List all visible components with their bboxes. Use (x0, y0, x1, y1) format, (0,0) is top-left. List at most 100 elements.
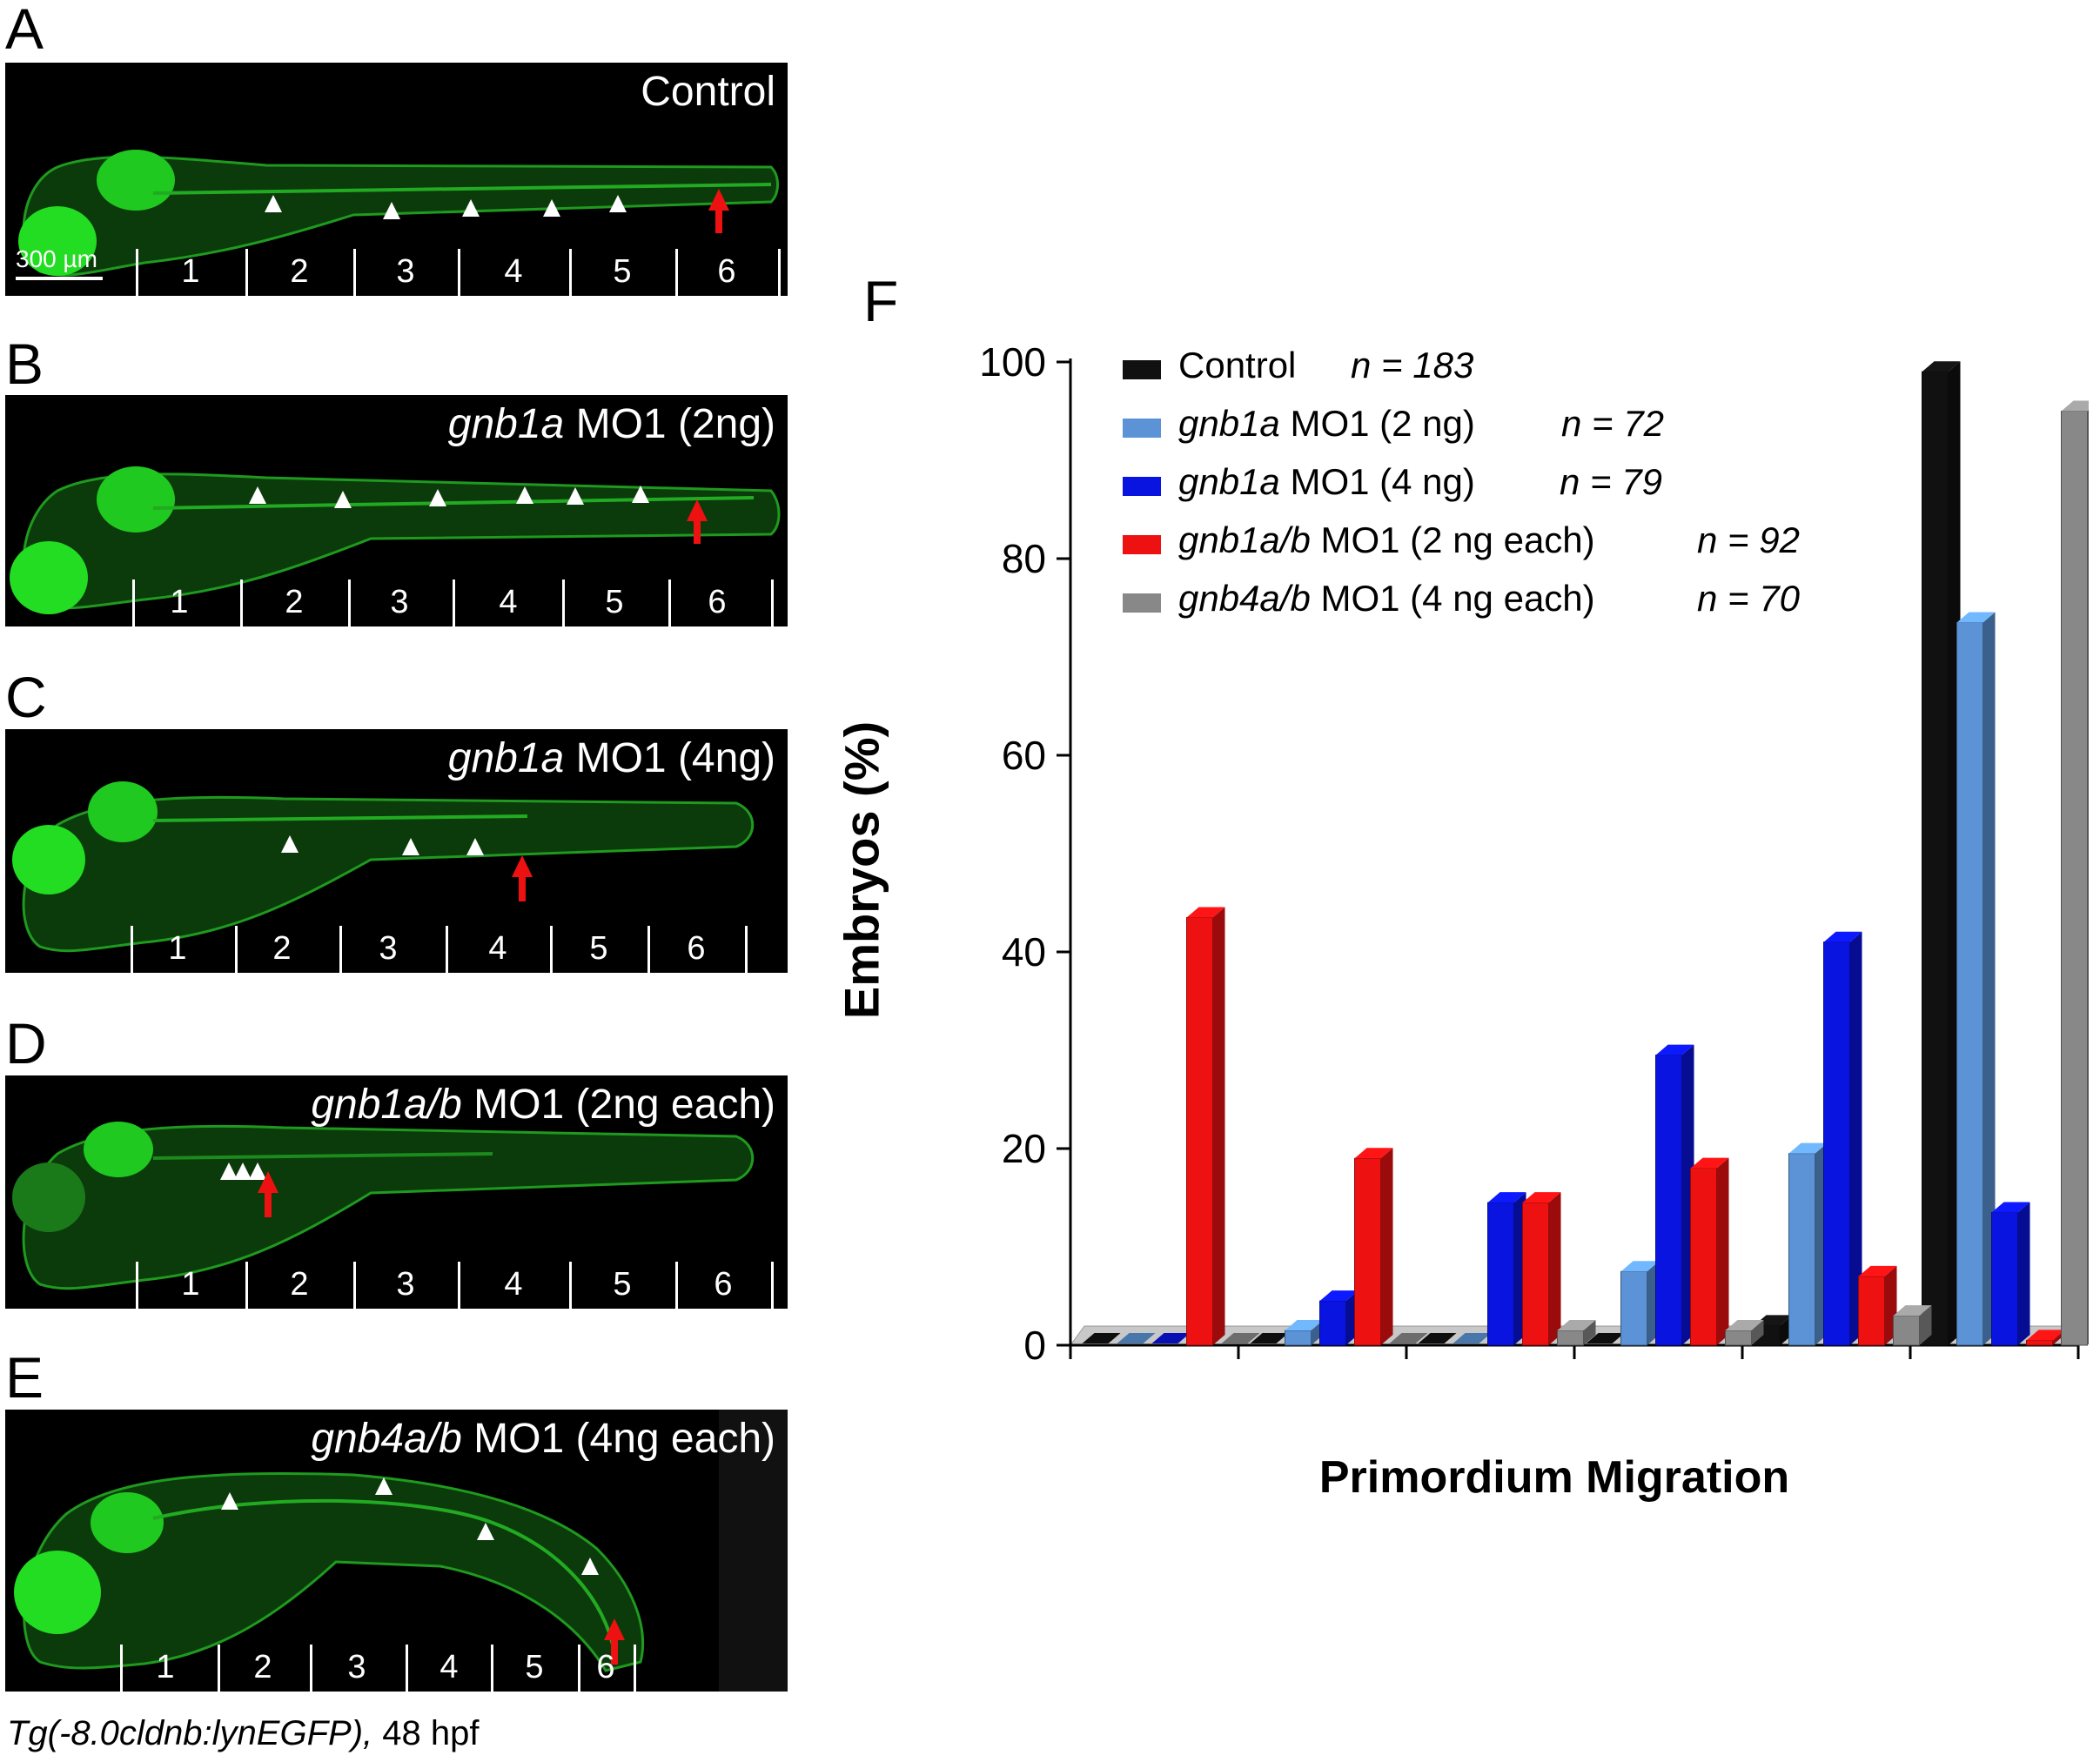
bar (1151, 1333, 1191, 1343)
bar (1453, 1333, 1492, 1343)
legend-name-italic: gnb1a (1178, 403, 1280, 444)
bar-top (1725, 1320, 1764, 1331)
bar-top (1319, 1290, 1359, 1302)
y-tick-label: 100 (979, 339, 1046, 385)
fish-image-d (12, 1122, 755, 1290)
legend-n-value: n = 72 (1561, 403, 1664, 444)
y-axis-label: Embryos (%) (834, 720, 889, 1020)
micrograph-panel-d: gnb1a/b MO1 (2ng each) 1 2 3 4 5 6 (5, 1075, 788, 1309)
panel-label-d: MO1 (2ng each) (461, 1082, 775, 1128)
zone-number: 1 (181, 253, 200, 290)
zone-tick (458, 249, 460, 296)
zone-number: 2 (290, 253, 309, 290)
x-axis-label: Primordium Migration (1318, 1452, 1790, 1503)
bar-side (2017, 1202, 2030, 1345)
legend-swatch (1123, 360, 1161, 379)
legend-name: Control (1178, 345, 1297, 385)
legend-n-value: n = 79 (1560, 461, 1662, 502)
bar (1389, 1333, 1428, 1343)
zone-tick (458, 1262, 460, 1309)
bar-side (1716, 1157, 1729, 1345)
bar-side (1983, 612, 1996, 1345)
bar-top (1893, 1305, 1932, 1316)
panel-label-e: MO1 (4ng each) (461, 1416, 775, 1462)
bar (1186, 916, 1213, 1346)
fish-image-b (10, 466, 781, 614)
bar (1858, 1276, 1885, 1346)
bar (1690, 1168, 1717, 1346)
panel-letter-c: C (5, 665, 47, 729)
bar-top (1956, 612, 1996, 623)
bar-chart: 0 20 40 60 80 100 Zone 1 Zone 2 Zone 3 Zone 4 Zone… (979, 339, 2089, 1375)
panel-label-a: Control (641, 69, 775, 115)
bar (1823, 941, 1850, 1346)
micrograph-panel-c: gnb1a MO1 (4ng) 1 2 3 4 5 6 (5, 729, 788, 973)
zone-number: 4 (488, 930, 507, 967)
bar-side (1212, 907, 1225, 1345)
legend-swatch (1123, 535, 1161, 554)
bar (1788, 1153, 1815, 1346)
fish-image-c (12, 781, 755, 953)
x-tick-label: Zone 3 (1428, 1370, 1553, 1375)
legend-name-italic: gnb1a (1178, 461, 1280, 502)
legend-n-value: n = 70 (1697, 578, 1800, 619)
bar (1557, 1330, 1584, 1346)
bar (1655, 1055, 1682, 1346)
bar-side (1380, 1148, 1393, 1345)
micrograph-panel-e: gnb4a/b MO1 (4ng each) 1 2 3 4 5 6 (5, 1410, 788, 1692)
legend-swatch (1123, 593, 1161, 613)
zone-number: 6 (717, 253, 736, 290)
zone-tick (453, 580, 455, 626)
x-tick-label: Zone 6 (1932, 1370, 2056, 1375)
panel-label-c: MO1 (4ng) (564, 735, 775, 781)
panel-label-italic-c: gnb1a (447, 735, 565, 781)
zone-tick (353, 1262, 356, 1309)
caption-italic: Tg(-8.0cldnb:lynEGFP), (7, 1714, 373, 1752)
fish-image-e (14, 1410, 788, 1692)
bar (1117, 1333, 1156, 1343)
zone-tick (634, 1645, 636, 1692)
bar-top (2026, 1330, 2065, 1341)
zone-tick (235, 926, 238, 973)
legend-name: MO1 (4 ng) (1279, 461, 1475, 502)
bar-top (1823, 931, 1862, 942)
bar (1354, 1157, 1381, 1346)
bar (1620, 1270, 1647, 1346)
y-tick-label: 40 (1002, 929, 1046, 975)
x-tick-label: Zone 5 (1764, 1370, 1889, 1375)
x-tick-label: Zone 2 (1260, 1370, 1385, 1375)
micrograph-panel-b: gnb1a MO1 (2ng) 1 2 3 4 5 6 (5, 395, 788, 626)
zone-tick (578, 1645, 580, 1692)
zone-tick (120, 1645, 123, 1692)
zone-tick (339, 926, 342, 973)
bar (1893, 1315, 1920, 1346)
zone-tick (647, 926, 650, 973)
bar-top (1690, 1157, 1729, 1169)
legend-name: MO1 (2 ng) (1279, 403, 1475, 444)
bar-top (1991, 1202, 2030, 1213)
zone-number: 4 (504, 1266, 523, 1303)
legend-name-italic: gnb1a/b (1178, 519, 1311, 560)
panel-label-b: MO1 (2ng) (564, 401, 775, 447)
bar (1221, 1333, 1260, 1343)
bar-top (1858, 1265, 1897, 1276)
zone-number: 5 (613, 1266, 632, 1303)
micrograph-panel-a: Control 300 µm 1 2 3 4 5 6 (5, 63, 788, 296)
bar-side (1919, 1305, 1932, 1345)
zone-tick (778, 249, 781, 296)
panel-letter-e: E (5, 1345, 44, 1410)
zone-tick (310, 1645, 312, 1692)
bar (1285, 1330, 1312, 1346)
x-tick-label: Zone 1 (1092, 1370, 1217, 1375)
zone-number: 2 (272, 930, 292, 967)
bar (1250, 1333, 1289, 1343)
zone-number: 1 (181, 1266, 200, 1303)
zone-number: 4 (504, 253, 523, 290)
bar-top (1557, 1320, 1596, 1331)
zone-number: 4 (499, 584, 518, 620)
zone-tick (132, 580, 135, 626)
fish-image-a (18, 150, 779, 277)
zone-number: 5 (613, 253, 632, 290)
zone-number: 6 (708, 584, 727, 620)
zone-tick (745, 926, 748, 973)
